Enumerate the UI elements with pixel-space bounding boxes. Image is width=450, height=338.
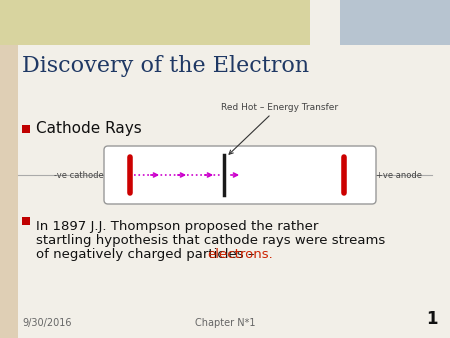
Text: of negatively charged particles –: of negatively charged particles – xyxy=(36,248,259,261)
Text: 9/30/2016: 9/30/2016 xyxy=(22,318,72,328)
Bar xyxy=(22,217,30,225)
Bar xyxy=(0,45,18,338)
Text: 1: 1 xyxy=(427,310,438,328)
Bar xyxy=(310,0,340,45)
Bar xyxy=(340,0,450,45)
Text: Chapter N*1: Chapter N*1 xyxy=(195,318,255,328)
Text: Discovery of the Electron: Discovery of the Electron xyxy=(22,55,309,77)
Text: startling hypothesis that cathode rays were streams: startling hypothesis that cathode rays w… xyxy=(36,234,385,247)
Text: Cathode Rays: Cathode Rays xyxy=(36,121,142,137)
Bar xyxy=(0,0,310,45)
Text: Red Hot – Energy Transfer: Red Hot – Energy Transfer xyxy=(220,103,338,112)
Text: +ve anode: +ve anode xyxy=(376,170,422,179)
Text: electrons.: electrons. xyxy=(208,248,274,261)
FancyBboxPatch shape xyxy=(104,146,376,204)
Bar xyxy=(0,0,310,45)
Text: -ve cathode: -ve cathode xyxy=(54,170,104,179)
Text: In 1897 J.J. Thompson proposed the rather: In 1897 J.J. Thompson proposed the rathe… xyxy=(36,220,319,233)
Bar xyxy=(22,125,30,133)
